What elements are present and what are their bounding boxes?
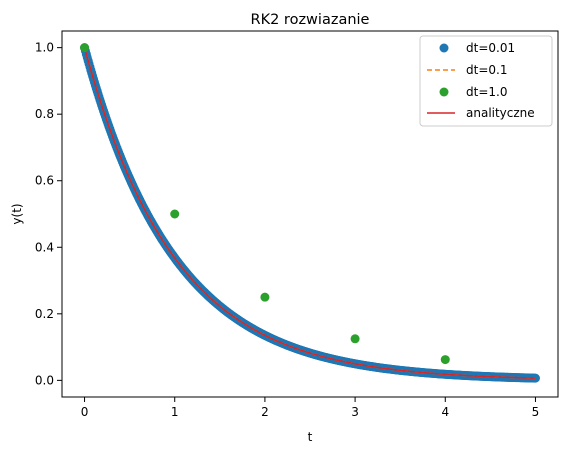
point-dt1 [260, 292, 270, 302]
legend-label-dt001: dt=0.01 [466, 41, 515, 55]
series-dt1 [80, 43, 450, 365]
axis-ticks: 0 1 2 3 4 5 0.0 0.2 0.4 0.6 0.8 1.0 [35, 41, 539, 419]
legend-marker-dt001 [439, 43, 449, 53]
legend-label-analytic: analityczne [466, 106, 535, 120]
plot-area [80, 43, 540, 383]
chart-title: RK2 rozwiazanie [251, 12, 370, 28]
point-dt1 [350, 334, 360, 344]
y-axis-label: y(t) [10, 203, 24, 224]
point-dt001 [530, 373, 540, 383]
legend-label-dt1: dt=1.0 [466, 85, 507, 99]
legend: dt=0.01 dt=0.1 dt=1.0 analityczne [419, 35, 553, 127]
x-axis-label: t [308, 430, 313, 444]
point-dt1 [440, 355, 450, 365]
y-tick-label: 0.8 [35, 107, 54, 121]
x-tick-label: 0 [81, 405, 89, 419]
plot-frame [61, 30, 559, 398]
series-analytic-line [83, 47, 536, 379]
legend-box [419, 35, 553, 127]
x-tick-label: 4 [441, 405, 449, 419]
point-dt1 [170, 209, 180, 219]
x-tick-label: 2 [261, 405, 269, 419]
y-tick-label: 0.6 [35, 174, 54, 188]
x-tick-label: 3 [351, 405, 359, 419]
x-tick-label: 5 [532, 405, 540, 419]
point-dt1 [80, 43, 90, 53]
x-tick-label: 1 [171, 405, 179, 419]
legend-label-dt01: dt=0.1 [466, 63, 507, 77]
y-tick-label: 1.0 [35, 41, 54, 55]
legend-marker-dt1 [439, 87, 449, 97]
y-tick-label: 0.2 [35, 307, 54, 321]
y-tick-label: 0.4 [35, 240, 54, 254]
y-tick-label: 0.0 [35, 373, 54, 387]
